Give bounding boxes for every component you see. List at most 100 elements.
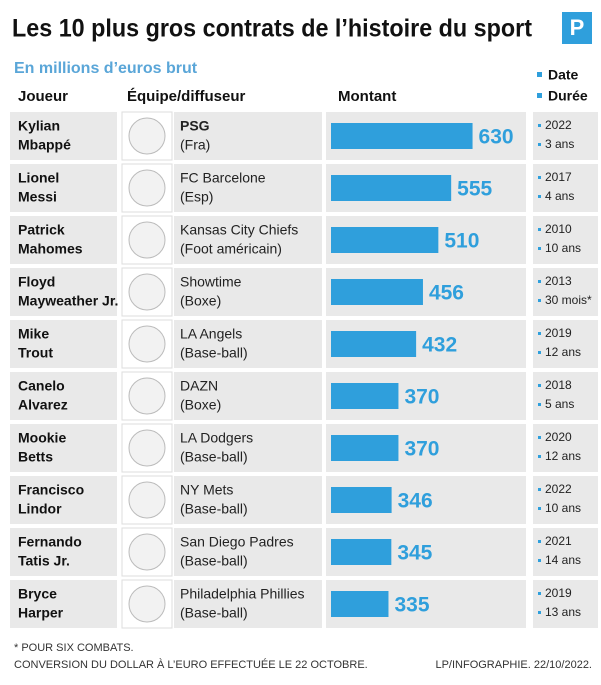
team-name: (Base-ball) (180, 605, 248, 621)
team-name: NY Mets (180, 482, 233, 498)
team-logo (128, 429, 166, 467)
header-amount: Montant (338, 88, 396, 105)
marker (538, 488, 541, 491)
player-name: Messi (18, 189, 57, 205)
header-team: Équipe/diffuseur (127, 88, 246, 105)
legend-marker (537, 93, 542, 98)
team-logo (128, 325, 166, 363)
cell-bg (533, 112, 598, 160)
subtitle: En millions d’euros brut (14, 60, 198, 77)
team-name: LA Angels (180, 326, 242, 342)
team-name: DAZN (180, 378, 218, 394)
legend-date: Date (548, 67, 579, 83)
team-name: (Base-ball) (180, 449, 248, 465)
cell-bg (174, 268, 322, 316)
player-name: Lionel (18, 170, 59, 186)
marker (538, 143, 541, 146)
value-label: 456 (429, 282, 464, 305)
value-label: 346 (398, 490, 433, 513)
cell-bg (10, 112, 117, 160)
legend-marker (537, 72, 542, 77)
date: 2013 (545, 274, 572, 288)
cell-bg (533, 164, 598, 212)
player-name: Mookie (18, 430, 66, 446)
bar (331, 227, 439, 253)
cell-bg (174, 320, 322, 368)
cell-bg (174, 424, 322, 472)
marker (538, 436, 541, 439)
bar (331, 175, 452, 201)
cell-bg (533, 580, 598, 628)
bar (331, 487, 392, 513)
team-logo (128, 169, 166, 207)
value-label: 370 (404, 438, 439, 461)
cell-bg (533, 528, 598, 576)
date: 2022 (545, 118, 572, 132)
cell-bg (533, 424, 598, 472)
cell-bg (10, 580, 117, 628)
player-name: Tatis Jr. (18, 553, 70, 569)
marker (538, 559, 541, 562)
value-label: 630 (479, 126, 514, 149)
duration: 14 ans (545, 553, 581, 567)
cell-bg (10, 372, 117, 420)
team-logo (128, 533, 166, 571)
player-name: Francisco (18, 482, 84, 498)
marker (538, 195, 541, 198)
logo (562, 12, 592, 44)
team-name: Kansas City Chiefs (180, 222, 298, 238)
marker (538, 507, 541, 510)
player-name: Mike (18, 326, 49, 342)
player-name: Lindor (18, 501, 62, 517)
team-logo (128, 273, 166, 311)
cell-bg (533, 476, 598, 524)
player-name: Mayweather Jr. (18, 293, 118, 309)
legend-duration: Durée (548, 88, 588, 104)
date: 2020 (545, 430, 572, 444)
team-name: FC Barcelone (180, 170, 266, 186)
cell-bg (533, 268, 598, 316)
footnote: * POUR SIX COMBATS. (14, 642, 134, 654)
title: Les 10 plus gros contrats de l’histoire … (12, 15, 533, 43)
cell-bg (174, 216, 322, 264)
duration: 30 mois* (545, 293, 592, 307)
player-name: Kylian (18, 118, 60, 134)
date: 2019 (545, 326, 572, 340)
value-label: 345 (397, 542, 432, 565)
duration: 4 ans (545, 189, 574, 203)
footnote: CONVERSION DU DOLLAR À L’EURO EFFECTUÉE … (14, 658, 368, 671)
credit: LP/INFOGRAPHIE. 22/10/2022. (435, 659, 592, 671)
player-name: Patrick (18, 222, 65, 238)
date: 2021 (545, 534, 572, 548)
cell-bg (10, 268, 117, 316)
player-name: Canelo (18, 378, 65, 394)
cell-bg (10, 164, 117, 212)
date: 2019 (545, 586, 572, 600)
player-name: Mbappé (18, 137, 71, 153)
marker (538, 247, 541, 250)
team-name: Showtime (180, 274, 242, 290)
duration: 10 ans (545, 241, 581, 255)
date: 2017 (545, 170, 572, 184)
duration: 12 ans (545, 449, 581, 463)
player-name: Alvarez (18, 397, 68, 413)
value-label: 555 (457, 178, 492, 201)
duration: 3 ans (545, 137, 574, 151)
player-name: Floyd (18, 274, 55, 290)
bar (331, 539, 392, 565)
marker (538, 332, 541, 335)
team-name: (Boxe) (180, 397, 221, 413)
value-label: 510 (444, 230, 479, 253)
cell-bg (533, 320, 598, 368)
marker (538, 176, 541, 179)
cell-bg (10, 528, 117, 576)
team-name: LA Dodgers (180, 430, 253, 446)
marker (538, 384, 541, 387)
team-name: (Esp) (180, 189, 213, 205)
marker (538, 124, 541, 127)
team-name: PSG (180, 118, 210, 134)
value-label: 432 (422, 334, 457, 357)
bar (331, 331, 417, 357)
team-logo (128, 377, 166, 415)
